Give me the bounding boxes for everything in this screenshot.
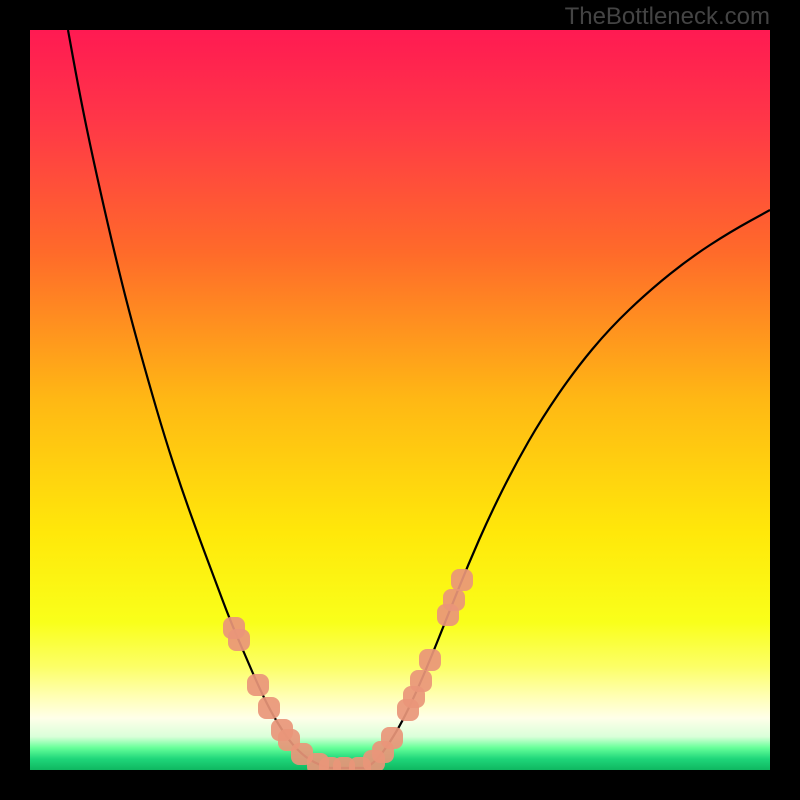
data-marker [381,727,403,749]
data-marker [419,649,441,671]
marker-group-left [223,617,371,770]
watermark-text: TheBottleneck.com [565,3,770,31]
data-marker [247,674,269,696]
plot-area [30,30,770,770]
left-curve [68,30,330,768]
marker-group-right [363,569,473,770]
data-marker [410,670,432,692]
data-marker [258,697,280,719]
data-marker [443,589,465,611]
v-curve-chart [30,30,770,770]
data-marker [228,629,250,651]
data-marker [451,569,473,591]
